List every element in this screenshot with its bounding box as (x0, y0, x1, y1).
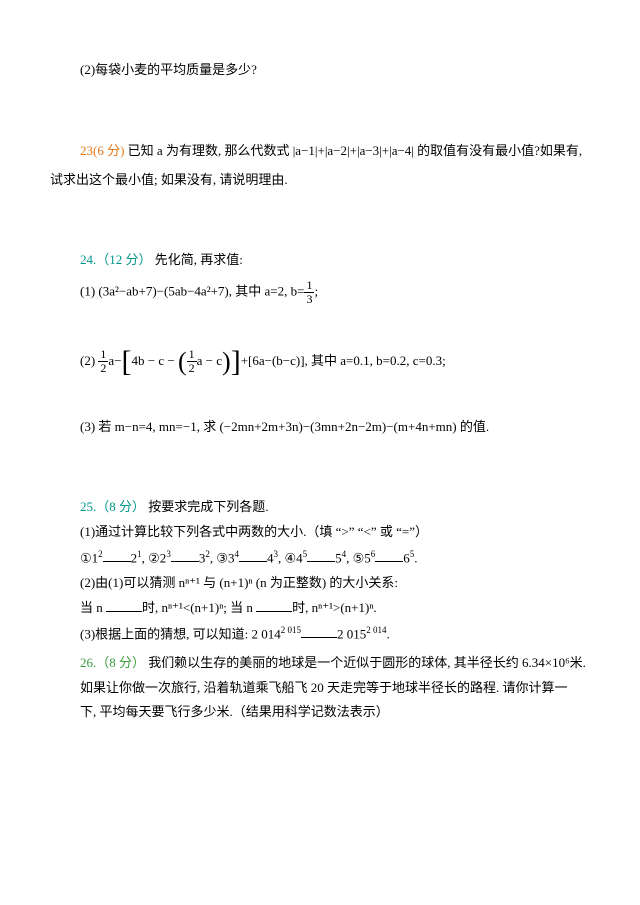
q22-part2: (2)每袋小麦的平均质量是多少? (50, 60, 590, 81)
left-paren-icon: ( (178, 349, 187, 375)
q23-line2: 试求出这个最小值; 如果没有, 请说明理由. (50, 170, 590, 191)
q24-1a: (1) (3a²−ab+7)−(5ab−4a²+7), 其中 a=2, b= (80, 284, 304, 299)
q25-3a: (3)根据上面的猜想, 可以知道: 2 014 (80, 626, 281, 641)
blank-cond1[interactable] (106, 599, 142, 612)
q24-part3: (3) 若 m−n=4, mn=−1, 求 (−2mn+2m+3n)−(3mn+… (50, 417, 590, 438)
blank-compare[interactable] (301, 625, 337, 638)
q25-3c: . (387, 626, 390, 641)
q26: 26.（8 分） 我们赖以生存的美丽的地球是一个近似于圆形的球体, 其半径长约 … (50, 653, 590, 723)
blank-1[interactable] (103, 549, 131, 562)
item5-base1: ⑤5 (353, 550, 371, 565)
q25-3-exp1: 2 015 (281, 625, 301, 635)
q25-1-row: ①1221, ②2332, ③3443, ④4554, ⑤5665. (50, 547, 590, 569)
frac-1-3: 13 (304, 279, 314, 306)
item4-base1: ④4 (284, 550, 302, 565)
q25-2a-b: 时, nⁿ⁺¹<(n+1)ⁿ; 当 n (142, 600, 256, 615)
blank-3[interactable] (239, 549, 267, 562)
blank-cond2[interactable] (256, 599, 292, 612)
q25-2a-c: 时, nⁿ⁺¹>(n+1)ⁿ. (292, 600, 377, 615)
q23: 23(6 分) 已知 a 为有理数, 那么代数式 |a−1|+|a−2|+|a−… (50, 141, 590, 191)
q24-title: 先化简, 再求值: (155, 252, 243, 267)
q23-number: 23(6 分) (80, 143, 124, 158)
q26-number: 26.（8 分） (80, 655, 145, 670)
q25: 25.（8 分） 按要求完成下列各题. (1)通过计算比较下列各式中两数的大小.… (50, 497, 590, 644)
q24-1b: ; (314, 284, 318, 299)
item3-base1: ③3 (216, 550, 234, 565)
q24-part2: (2) 12a−[4b − c − (12a − c)]+[6a−(b−c)],… (50, 347, 590, 377)
q25-number: 25.（8 分） (80, 499, 145, 514)
right-bracket-icon: ] (231, 347, 241, 377)
q24-2-pre: (2) (80, 353, 95, 368)
q25-3: (3)根据上面的猜想, 可以知道: 2 0142 0152 0152 014. (50, 623, 590, 645)
q25-2a: 当 n 时, nⁿ⁺¹<(n+1)ⁿ; 当 n 时, nⁿ⁺¹>(n+1)ⁿ. (50, 598, 590, 619)
blank-2[interactable] (171, 549, 199, 562)
item1-base1: ①1 (80, 550, 98, 565)
right-paren-icon: ) (222, 349, 231, 375)
frac-half-1: 12 (98, 348, 108, 375)
q26-l2: 如果让你做一次旅行, 沿着轨道乘飞船飞 20 天走完等于地球半径长的路程. 请你… (50, 678, 590, 699)
q25-1-intro: (1)通过计算比较下列各式中两数的大小.（填 “>” “<” 或 “=”） (50, 522, 590, 543)
item2-base1: ②2 (148, 550, 166, 565)
q24: 24.（12 分） 先化简, 再求值: (1) (3a²−ab+7)−(5ab−… (50, 250, 590, 437)
blank-5[interactable] (375, 549, 403, 562)
q24-2-innera: 4b − c − (132, 353, 178, 368)
q25-3b: 2 015 (337, 626, 366, 641)
q24-2-post: +[6a−(b−c)], 其中 a=0.1, b=0.2, c=0.3; (241, 353, 446, 368)
q25-title: 按要求完成下列各题. (148, 499, 268, 514)
q24-3: (3) 若 m−n=4, mn=−1, 求 (−2mn+2m+3n)−(3mn+… (80, 419, 489, 434)
q23-line1: 已知 a 为有理数, 那么代数式 |a−1|+|a−2|+|a−3|+|a−4|… (128, 143, 583, 158)
q26-l1: 我们赖以生存的美丽的地球是一个近似于圆形的球体, 其半径长约 6.34×10⁶米… (148, 655, 586, 670)
blank-4[interactable] (307, 549, 335, 562)
q25-2a-a: 当 n (80, 600, 106, 615)
q24-part1: (1) (3a²−ab+7)−(5ab−4a²+7), 其中 a=2, b=13… (50, 279, 590, 306)
q22-2-text: (2)每袋小麦的平均质量是多少? (80, 62, 257, 77)
q24-2-innerb: a − c (197, 353, 222, 368)
frac-half-2: 12 (187, 348, 197, 375)
q24-number: 24.（12 分） (80, 252, 152, 267)
period: . (414, 550, 417, 565)
q25-3-exp2: 2 014 (366, 625, 386, 635)
q26-l3: 下, 平均每天要飞行多少米.（结果用科学记数法表示） (50, 702, 590, 723)
left-bracket-icon: [ (122, 347, 132, 377)
q24-2-mid1: a− (108, 353, 121, 368)
q25-2: (2)由(1)可以猜测 nⁿ⁺¹ 与 (n+1)ⁿ (n 为正整数) 的大小关系… (50, 573, 590, 594)
